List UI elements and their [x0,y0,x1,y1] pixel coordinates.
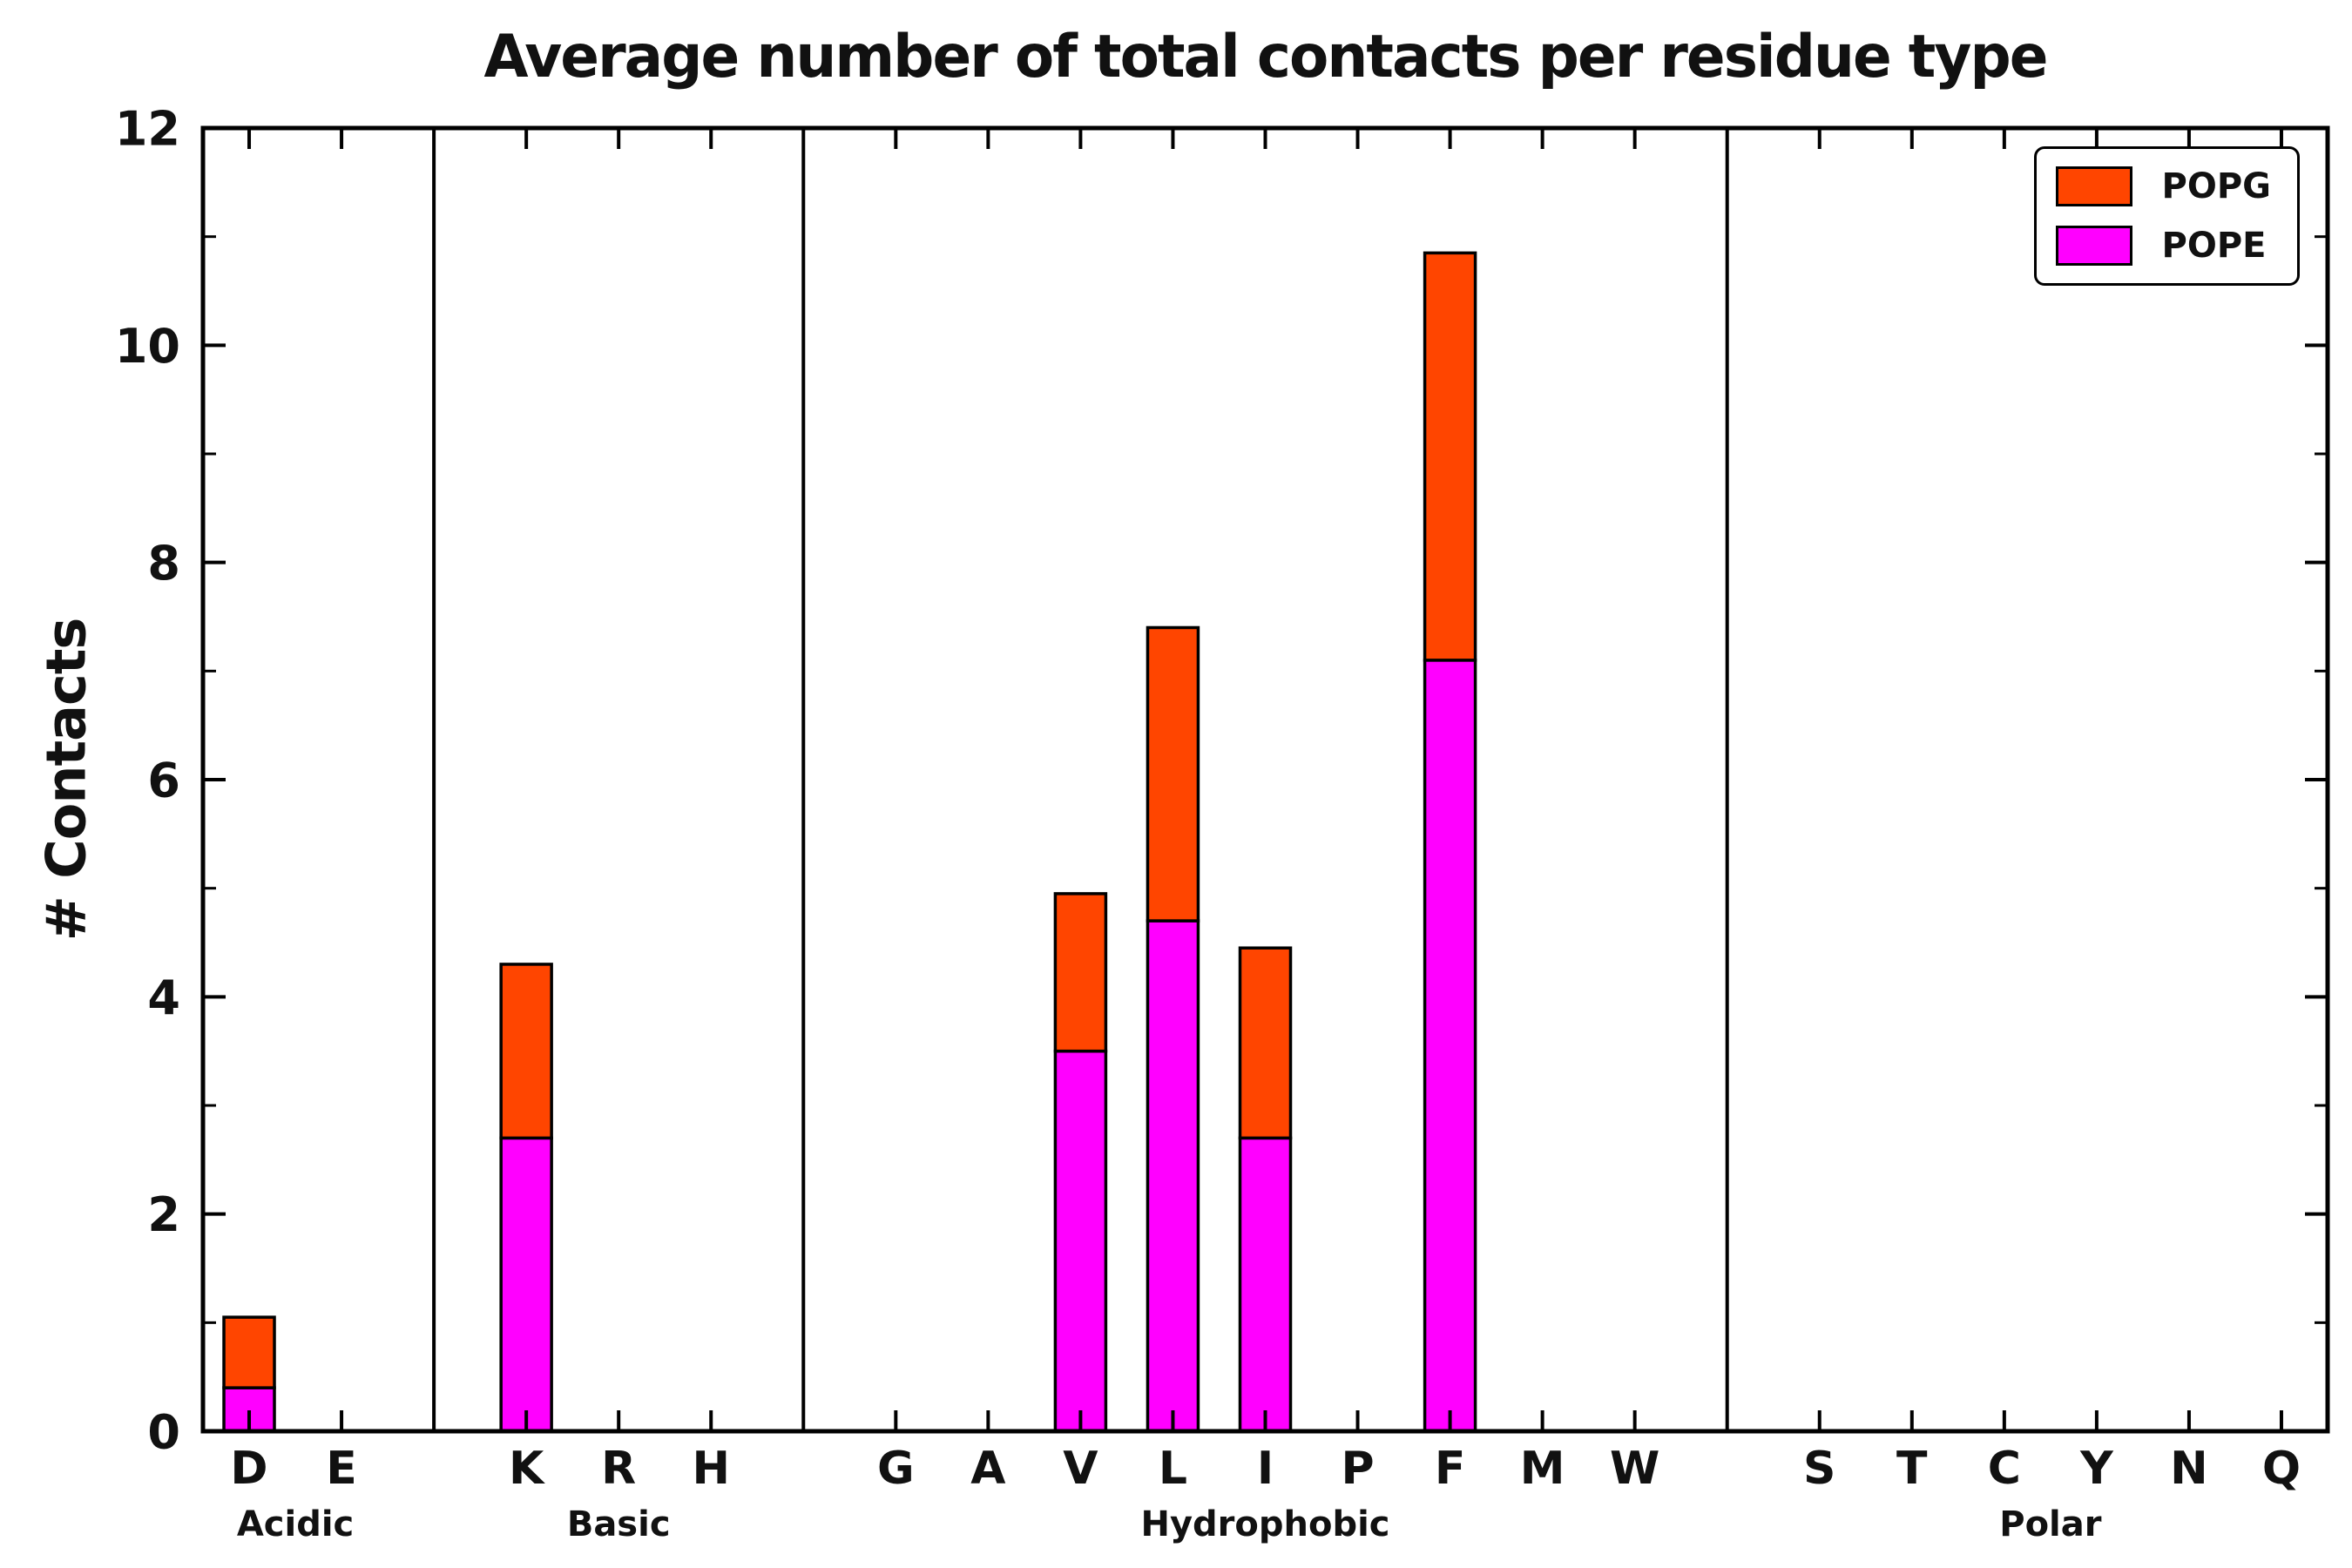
x-tick-label: M [1520,1443,1565,1495]
bar-pope-V [1053,1049,1108,1433]
bar-pope-F [1423,659,1477,1433]
x-tick-label: K [509,1443,545,1495]
chart-title: Average number of total contacts per res… [483,23,2048,91]
x-tick-label: N [2170,1443,2208,1495]
group-label: Polar [1999,1504,2102,1544]
bar-popg-F [1423,251,1477,662]
bar-pope-I [1238,1136,1293,1433]
bar-popg-D [222,1315,276,1389]
legend-label-popg: POPG [2161,166,2271,206]
x-tick-label: Q [2262,1443,2301,1495]
legend-item-pope: POPE [2055,226,2271,266]
x-tick-label: W [1610,1443,1659,1495]
legend-item-popg: POPG [2055,166,2271,206]
x-tick-label: F [1435,1443,1466,1495]
y-tick-label: 8 [147,536,180,591]
y-tick-label: 4 [147,970,180,1025]
x-tick-label: R [601,1443,636,1495]
y-tick-label: 2 [147,1187,180,1242]
y-tick-label: 0 [147,1404,180,1459]
legend: POPG POPE [2033,146,2300,286]
x-tick-label: C [1988,1443,2021,1495]
x-tick-label: S [1803,1443,1835,1495]
y-tick-label: 6 [147,753,180,808]
legend-label-pope: POPE [2161,226,2267,266]
x-tick-label: H [692,1443,730,1495]
bar-popg-L [1146,625,1200,923]
x-tick-label: D [230,1443,267,1495]
bar-popg-V [1053,892,1108,1053]
group-label: Basic [567,1504,671,1544]
group-label: Acidic [237,1504,354,1544]
bar-popg-I [1238,946,1293,1140]
legend-swatch-popg [2055,166,2132,206]
x-tick-label: V [1063,1443,1098,1495]
x-tick-label: L [1159,1443,1187,1495]
legend-swatch-pope [2055,226,2132,266]
bar-popg-K [499,963,553,1140]
bar-pope-K [499,1136,553,1433]
y-tick-label: 12 [115,101,180,156]
bar-pope-L [1146,919,1200,1433]
x-tick-label: E [326,1443,357,1495]
x-tick-label: T [1896,1443,1928,1495]
x-tick-label: I [1257,1443,1274,1495]
x-tick-label: G [877,1443,915,1495]
group-label: Hydrophobic [1140,1504,1389,1544]
y-tick-label: 10 [115,319,180,374]
x-tick-label: P [1341,1443,1374,1495]
x-tick-label: Y [2079,1443,2114,1495]
x-tick-label: A [970,1443,1005,1495]
